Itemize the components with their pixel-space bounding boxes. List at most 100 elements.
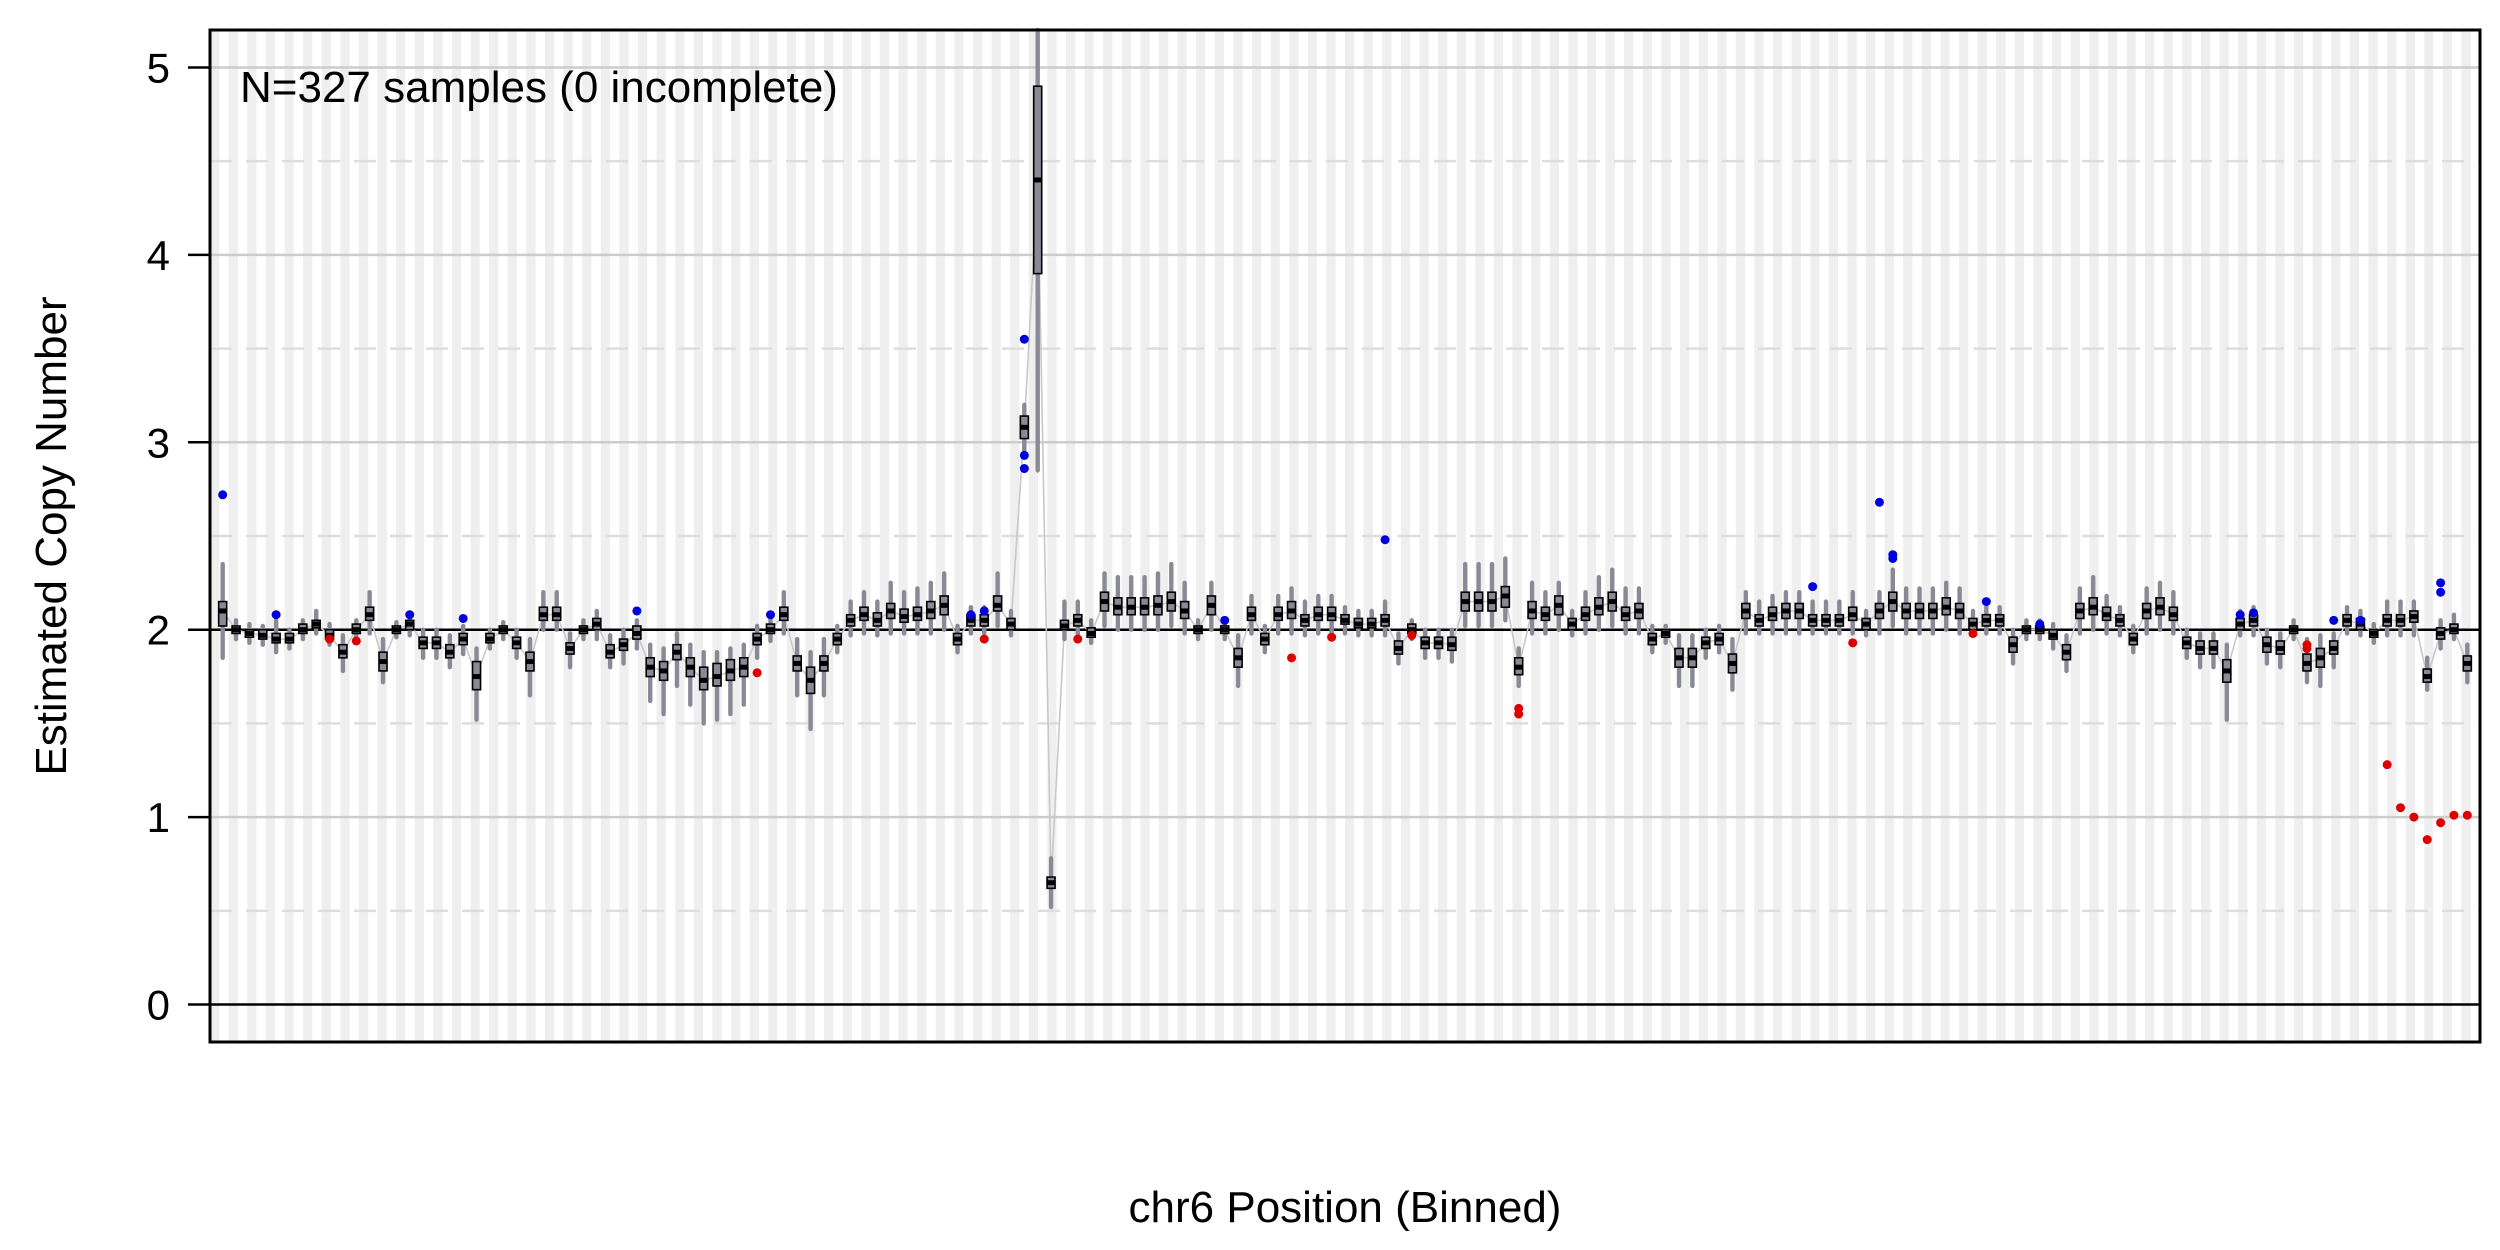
bin-boxplot bbox=[912, 586, 923, 636]
bin-stripe bbox=[1847, 30, 1857, 1042]
bin-boxplot bbox=[1580, 590, 1591, 636]
bin-stripe bbox=[1959, 30, 1969, 1042]
loss-outlier bbox=[351, 636, 361, 646]
bin-boxplot bbox=[1941, 580, 1952, 632]
bin-stripe bbox=[2145, 30, 2155, 1042]
gain-outlier bbox=[1808, 582, 1818, 592]
bin-stripe bbox=[526, 30, 536, 1042]
loss-outlier bbox=[2382, 760, 2392, 770]
bin-boxplot bbox=[952, 623, 963, 655]
bin-boxplot bbox=[1513, 646, 1524, 689]
bin-boxplot bbox=[1179, 580, 1190, 636]
y-tick-label: 2 bbox=[147, 607, 170, 654]
bin-boxplot bbox=[872, 599, 883, 638]
bin-stripe bbox=[2219, 30, 2229, 1042]
bin-boxplot bbox=[618, 627, 629, 666]
bin-boxplot bbox=[338, 633, 348, 674]
bin-stripe bbox=[842, 30, 852, 1042]
y-tick-label: 4 bbox=[147, 232, 170, 279]
bin-stripe bbox=[2182, 30, 2192, 1042]
bin-stripe bbox=[1679, 30, 1690, 1042]
bin-boxplot bbox=[1447, 627, 1457, 664]
bin-boxplot bbox=[792, 636, 803, 698]
bin-boxplot bbox=[2382, 599, 2392, 638]
bin-boxplot bbox=[458, 623, 468, 657]
y-axis: 0 1 2 3 4 5 bbox=[147, 44, 210, 1029]
bin-boxplot bbox=[1166, 561, 1177, 629]
bin-boxplot bbox=[2168, 590, 2179, 636]
bin-boxplot bbox=[1674, 633, 1684, 689]
loss-outlier bbox=[2302, 643, 2312, 653]
bin-boxplot bbox=[765, 616, 776, 644]
gain-outlier bbox=[2329, 615, 2339, 625]
y-tick-label: 3 bbox=[147, 419, 170, 466]
bin-boxplot bbox=[1059, 599, 1070, 642]
bin-stripe bbox=[228, 30, 238, 1042]
bin-boxplot bbox=[2315, 633, 2326, 689]
bin-boxplot bbox=[2328, 631, 2339, 670]
outlier-points bbox=[218, 334, 2472, 845]
bin-boxplot bbox=[1700, 627, 1711, 661]
bin-boxplot bbox=[1366, 608, 1377, 638]
bin-boxplot bbox=[725, 646, 736, 717]
loss-outlier bbox=[1848, 638, 1858, 648]
bin-boxplot bbox=[1380, 599, 1390, 638]
loss-outlier bbox=[1327, 632, 1337, 642]
bin-stripe bbox=[340, 30, 350, 1042]
bin-boxplot bbox=[1019, 402, 1030, 454]
bin-boxplot bbox=[485, 627, 495, 651]
bin-boxplot bbox=[364, 590, 375, 636]
bin-boxplot bbox=[1754, 599, 1764, 636]
loss-outlier bbox=[979, 634, 989, 644]
bin-boxplot bbox=[1887, 567, 1898, 629]
bin-boxplot bbox=[217, 561, 228, 661]
plot-frame bbox=[208, 28, 2482, 1044]
bin-stripe bbox=[1717, 30, 1727, 1042]
bin-stripe bbox=[1456, 30, 1466, 1042]
bin-stripe bbox=[1921, 30, 1932, 1042]
bin-stripe bbox=[1307, 30, 1318, 1042]
gain-outlier bbox=[271, 610, 281, 620]
bin-boxplot bbox=[378, 636, 388, 685]
gain-outlier bbox=[1888, 553, 1898, 563]
gain-outlier bbox=[2035, 619, 2045, 629]
bin-boxplot bbox=[1527, 580, 1537, 636]
bin-boxplot bbox=[1340, 605, 1350, 636]
bin-boxplot bbox=[591, 608, 602, 642]
bin-boxplot bbox=[2021, 618, 2032, 642]
gain-outlier bbox=[2355, 615, 2365, 625]
bin-boxplot bbox=[2222, 642, 2232, 722]
bin-boxplot bbox=[1086, 618, 1096, 646]
bin-boxplot bbox=[2048, 621, 2058, 651]
gain-outlier bbox=[1981, 597, 1991, 607]
bin-boxplot bbox=[1032, 27, 1043, 473]
bin-boxplot bbox=[1821, 599, 1831, 636]
bin-stripe bbox=[489, 30, 499, 1042]
bin-boxplot bbox=[1353, 608, 1364, 638]
bin-boxplot bbox=[1126, 575, 1137, 632]
bin-boxplot bbox=[752, 623, 762, 661]
bin-boxplot bbox=[1874, 590, 1885, 636]
bin-boxplot bbox=[525, 636, 535, 698]
bin-boxplot bbox=[2008, 627, 2018, 666]
bin-boxplot bbox=[2449, 612, 2459, 642]
bin-boxplot bbox=[2409, 599, 2419, 638]
bin-boxplot bbox=[1540, 590, 1551, 636]
bin-boxplot bbox=[2422, 655, 2433, 692]
bin-stripe bbox=[805, 30, 815, 1042]
bin-boxplot bbox=[431, 627, 442, 661]
bin-stripe bbox=[1493, 30, 1504, 1042]
gain-outlier bbox=[1019, 450, 1029, 460]
bin-boxplot bbox=[658, 646, 669, 717]
bin-boxplot bbox=[1233, 633, 1243, 689]
bin-boxplot bbox=[471, 646, 482, 722]
bin-boxplot bbox=[2262, 627, 2272, 666]
bin-boxplot bbox=[2342, 605, 2352, 636]
bin-boxplot bbox=[391, 620, 402, 640]
bin-boxplot bbox=[271, 618, 281, 655]
bin-boxplot bbox=[1500, 556, 1511, 623]
bin-boxplot bbox=[578, 618, 589, 642]
bin-boxplot bbox=[231, 618, 241, 642]
bin-boxplot bbox=[1714, 623, 1724, 655]
gain-outlier bbox=[2249, 608, 2259, 618]
